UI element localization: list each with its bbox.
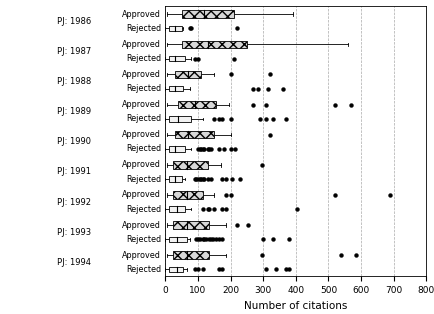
Text: Approved: Approved bbox=[122, 40, 161, 49]
Text: PJ: 1991: PJ: 1991 bbox=[57, 167, 91, 176]
Text: Rejected: Rejected bbox=[125, 144, 161, 154]
Text: Approved: Approved bbox=[122, 160, 161, 169]
Text: Rejected: Rejected bbox=[125, 265, 161, 274]
Text: Approved: Approved bbox=[122, 70, 161, 79]
Text: Rejected: Rejected bbox=[125, 175, 161, 184]
X-axis label: Number of citations: Number of citations bbox=[243, 300, 347, 311]
Text: Rejected: Rejected bbox=[125, 54, 161, 63]
Text: Rejected: Rejected bbox=[125, 84, 161, 93]
Text: Rejected: Rejected bbox=[125, 235, 161, 244]
Bar bbox=[168, 176, 181, 182]
Text: PJ: 1988: PJ: 1988 bbox=[57, 77, 91, 86]
Text: PJ: 1992: PJ: 1992 bbox=[57, 198, 91, 207]
Bar bbox=[168, 146, 184, 152]
Bar bbox=[168, 56, 184, 61]
Bar bbox=[173, 161, 207, 169]
Text: Approved: Approved bbox=[122, 251, 161, 260]
Text: Rejected: Rejected bbox=[125, 114, 161, 123]
Bar bbox=[174, 131, 214, 138]
Text: PJ: 1990: PJ: 1990 bbox=[57, 137, 91, 146]
Text: PJ: 1989: PJ: 1989 bbox=[57, 107, 91, 116]
Text: PJ: 1986: PJ: 1986 bbox=[57, 17, 91, 26]
Text: Approved: Approved bbox=[122, 130, 161, 139]
Bar bbox=[168, 236, 186, 242]
Bar bbox=[181, 10, 233, 18]
Bar bbox=[173, 221, 209, 229]
Bar bbox=[168, 267, 183, 272]
Text: Approved: Approved bbox=[122, 10, 161, 19]
Bar bbox=[173, 252, 209, 259]
Bar bbox=[174, 71, 201, 78]
Text: Rejected: Rejected bbox=[125, 24, 161, 33]
Text: PJ: 1993: PJ: 1993 bbox=[57, 228, 91, 237]
Bar bbox=[173, 191, 202, 199]
Text: Approved: Approved bbox=[122, 191, 161, 199]
Bar bbox=[168, 207, 184, 212]
Text: PJ: 1987: PJ: 1987 bbox=[57, 47, 91, 56]
Text: Rejected: Rejected bbox=[125, 205, 161, 214]
Bar bbox=[168, 26, 181, 31]
Bar bbox=[178, 101, 215, 108]
Bar bbox=[168, 116, 191, 122]
Bar bbox=[181, 41, 247, 48]
Bar bbox=[168, 86, 183, 91]
Text: PJ: 1994: PJ: 1994 bbox=[57, 258, 91, 267]
Text: Approved: Approved bbox=[122, 221, 161, 230]
Text: Approved: Approved bbox=[122, 100, 161, 109]
